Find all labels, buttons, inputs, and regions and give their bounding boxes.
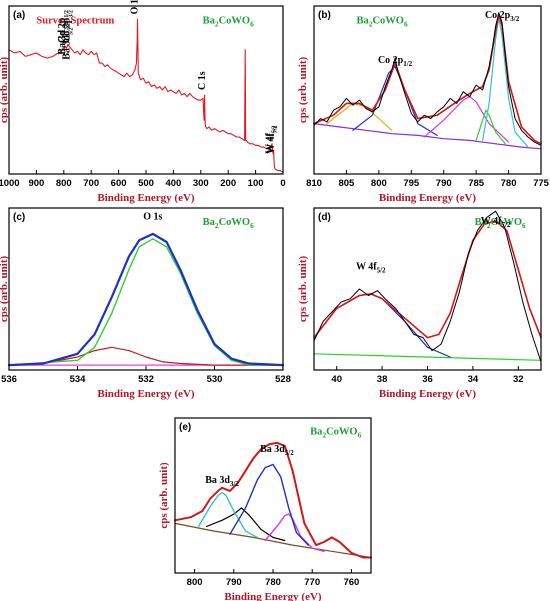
series-e-2 — [197, 491, 258, 539]
x-tick-label-c: 532 — [138, 374, 154, 385]
x-tick-label-a: 1000 — [0, 178, 20, 189]
x-tick-label-b: 790 — [436, 178, 452, 189]
panel-label-b: (b) — [318, 10, 331, 21]
x-tick-label-c: 534 — [70, 374, 87, 385]
series-d-3 — [313, 210, 542, 363]
peak-label-b-1: Co 2p3/2 — [485, 10, 520, 23]
x-tick-label-d: 38 — [377, 374, 388, 385]
x-tick-label-a: 700 — [83, 178, 99, 189]
series-d-2 — [313, 220, 542, 339]
y-axis-label-b: cps (arb. unit) — [297, 57, 309, 124]
peak-label-d-0: W 4f5/2 — [356, 262, 386, 275]
plot-frame-a — [8, 5, 284, 175]
x-tick-label-a: 100 — [248, 178, 264, 189]
series-e-4 — [229, 463, 309, 546]
material-label-c: Ba2CoWO6 — [203, 217, 254, 230]
x-tick-label-b: 795 — [403, 178, 420, 189]
y-axis-label-c: cps (arb. unit) — [0, 256, 10, 323]
x-tick-label-d: 40 — [331, 374, 342, 385]
peak-label-a-5: C 1s — [197, 71, 208, 90]
series-b-0 — [313, 122, 542, 150]
material-label-a: Ba2CoWO6 — [203, 15, 254, 28]
x-tick-label-e: 780 — [265, 577, 281, 588]
peak-label-a-0: Co 2p1/2 — [57, 10, 70, 43]
panel-label-a: (a) — [13, 10, 25, 21]
x-tick-label-b: 800 — [371, 178, 387, 189]
series-b-4 — [475, 109, 506, 145]
x-tick-label-b: 780 — [501, 178, 517, 189]
x-tick-label-a: 600 — [111, 178, 127, 189]
series-b-7 — [313, 12, 542, 146]
peak-label-a-2: Ba 3d3/2 — [57, 22, 70, 54]
x-tick-label-d: 32 — [513, 374, 524, 385]
series-c-3 — [7, 232, 285, 367]
series-b-5 — [482, 17, 529, 148]
chart-panel-a: 1000 900 800 700 600 500 400 300 200 100 0Binding … — [0, 0, 286, 204]
material-label-b: Ba2CoWO6 — [357, 15, 408, 28]
series-c-1 — [8, 346, 284, 366]
peak-label-d-1: W 4f7/2 — [481, 216, 511, 229]
x-tick-label-e: 760 — [343, 577, 359, 588]
plot-frame-e — [174, 417, 372, 574]
chart-panel-e: 800 790 780 770 760 Binding Energy (eV) cps (a… — [158, 417, 372, 601]
x-tick-label-a: 900 — [28, 178, 44, 189]
x-tick-label-a: 300 — [193, 178, 209, 189]
peak-label-e-1: Ba 3d5/2 — [260, 444, 294, 457]
y-axis-label-d: cps (arb. unit) — [297, 256, 309, 323]
y-axis-label-a: cps (arb. unit) — [0, 57, 10, 124]
chart-panel-c: 536 534 532 530 528 Binding Energy (eV) cps (a… — [0, 207, 291, 400]
chart-title-a: Survey Spectrum — [36, 15, 114, 26]
series-e-3 — [264, 513, 325, 552]
material-label-d: Ba2CoWO6 — [475, 217, 526, 230]
x-axis-label-d: Binding Energy (eV) — [379, 388, 477, 400]
x-tick-label-c: 528 — [275, 374, 291, 385]
x-tick-label-a: 400 — [165, 178, 181, 189]
x-tick-label-e: 770 — [304, 577, 320, 588]
peak-label-b-0: Co 2p1/2 — [378, 55, 413, 68]
panel-label-d: (d) — [318, 212, 331, 223]
peak-label-e-0: Ba 3d3/2 — [205, 475, 239, 488]
series-a-0 — [8, 18, 284, 173]
chart-panel-b: 810 805 800 795 790 785 780 775 Binding Energy (… — [297, 5, 550, 204]
chart-panel-d: 40 38 36 34 32 Binding Energy (eV) cps (arb. u… — [297, 207, 542, 400]
series-b-2 — [352, 65, 438, 136]
peak-label-a-4: O 1s — [130, 0, 141, 14]
plot-frame-c — [8, 207, 284, 371]
x-tick-label-a: 800 — [56, 178, 72, 189]
series-c-2 — [8, 238, 284, 366]
x-tick-label-b: 810 — [306, 178, 322, 189]
series-e-1 — [205, 507, 286, 542]
x-axis-label-e: Binding Energy (eV) — [224, 591, 322, 601]
series-e-0 — [174, 522, 372, 559]
series-e-5 — [174, 441, 372, 559]
x-tick-label-b: 785 — [468, 178, 485, 189]
x-tick-label-a: 500 — [138, 178, 154, 189]
series-b-1 — [326, 102, 393, 131]
x-axis-label-b: Binding Energy (eV) — [379, 192, 477, 204]
x-tick-label-c: 536 — [1, 374, 17, 385]
x-axis-label-a: Binding Energy (eV) — [97, 192, 195, 204]
x-tick-label-a: 0 — [280, 178, 285, 189]
y-axis-label-e: cps (arb. unit) — [158, 462, 170, 529]
peak-label-a-1: Co 2p3/2 — [61, 10, 74, 43]
series-d-0 — [313, 353, 542, 361]
x-tick-label-a: 200 — [220, 178, 236, 189]
x-tick-label-d: 34 — [468, 374, 479, 385]
peak-label-a-6: W 4f5/2 — [265, 126, 278, 154]
x-tick-label-b: 805 — [338, 178, 355, 189]
peak-label-c-0: O 1s — [143, 211, 162, 222]
x-tick-label-b: 775 — [533, 178, 550, 189]
panel-label-c: (c) — [13, 212, 25, 223]
panel-label-e: (e) — [179, 422, 191, 433]
x-tick-label-e: 800 — [187, 577, 203, 588]
material-label-e: Ba2CoWO6 — [310, 426, 361, 439]
peak-label-a-3: Ba 3d5/2 — [61, 27, 74, 59]
x-axis-label-c: Binding Energy (eV) — [97, 388, 195, 400]
plot-frame-b — [313, 5, 542, 175]
peak-label-a-7: W 4f7/2 — [266, 126, 279, 154]
x-tick-label-e: 790 — [226, 577, 242, 588]
x-tick-label-d: 36 — [422, 374, 433, 385]
x-tick-label-c: 530 — [207, 374, 223, 385]
